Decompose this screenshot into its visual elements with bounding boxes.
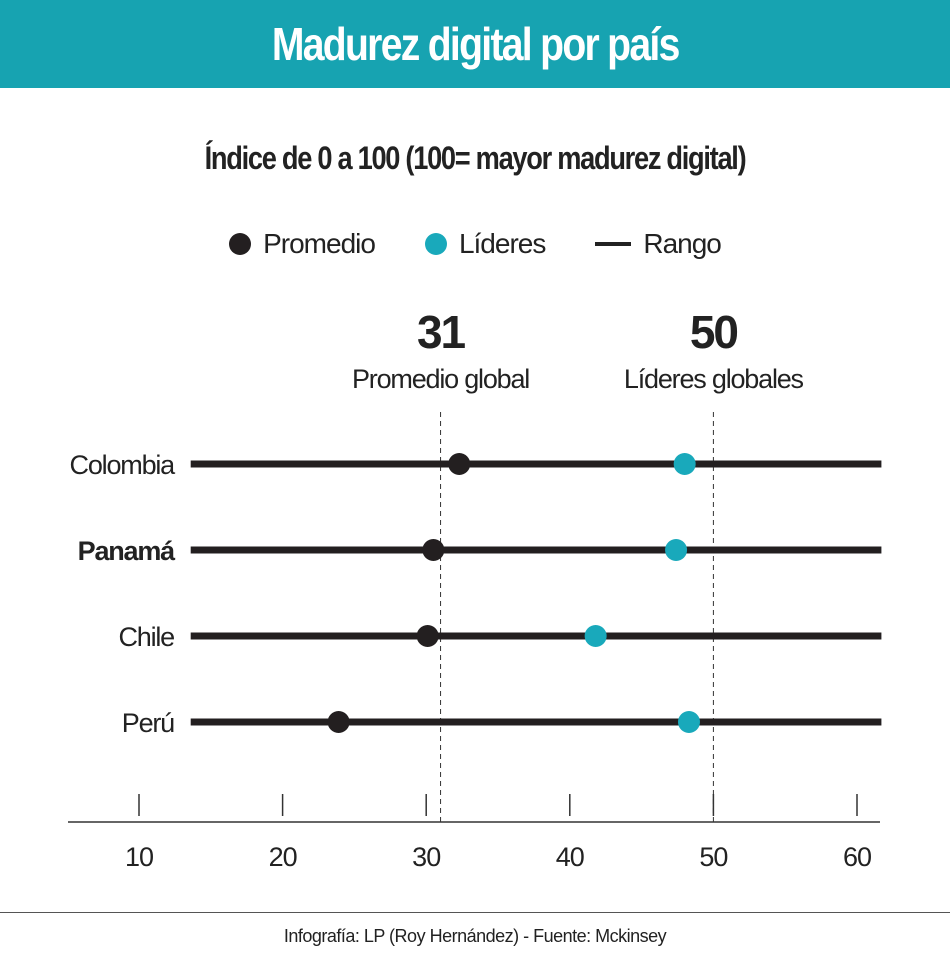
x-tick-label: 40 bbox=[556, 842, 584, 872]
legend-line-icon bbox=[595, 242, 632, 246]
lideres-dot bbox=[677, 711, 700, 733]
legend: Promedio Líderes Rango bbox=[0, 228, 950, 260]
legend-label: Promedio bbox=[263, 228, 376, 259]
promedio-dot bbox=[448, 453, 471, 475]
x-tick-label: 50 bbox=[699, 842, 727, 872]
lideres-dot bbox=[673, 453, 696, 475]
legend-label: Líderes bbox=[458, 228, 546, 259]
legend-item-rango: Rango bbox=[595, 228, 722, 260]
category-label: Chile bbox=[118, 622, 174, 652]
title-bar: Madurez digital por país bbox=[0, 0, 950, 88]
promedio-dot bbox=[422, 539, 445, 561]
reference-value-label: 31 bbox=[417, 306, 466, 358]
category-label: Colombia bbox=[70, 450, 177, 480]
legend-label: Rango bbox=[643, 228, 722, 259]
footer-divider bbox=[0, 912, 950, 913]
chart-subtitle: Índice de 0 a 100 (100= mayor madurez di… bbox=[204, 140, 747, 176]
legend-item-promedio: Promedio bbox=[229, 228, 376, 260]
x-tick-label: 60 bbox=[843, 842, 871, 872]
reference-label: Promedio global bbox=[352, 364, 529, 394]
reference-label: Líderes globales bbox=[624, 364, 804, 394]
category-label: Panamá bbox=[78, 536, 177, 566]
chart-title: Madurez digital por país bbox=[271, 18, 680, 70]
category-label: Perú bbox=[122, 708, 174, 738]
legend-item-lideres: Líderes bbox=[424, 228, 546, 260]
promedio-dot bbox=[327, 711, 350, 733]
x-tick-label: 30 bbox=[412, 842, 440, 872]
footer-credit: Infografía: LP (Roy Hernández) - Fuente:… bbox=[283, 926, 667, 946]
legend-dot-icon bbox=[424, 233, 447, 255]
reference-value-label: 50 bbox=[690, 306, 738, 358]
x-tick-label: 10 bbox=[125, 842, 153, 872]
x-tick-label: 20 bbox=[269, 842, 297, 872]
promedio-dot bbox=[416, 625, 439, 647]
lideres-dot bbox=[665, 539, 688, 561]
legend-dot-icon bbox=[229, 233, 252, 255]
lideres-dot bbox=[584, 625, 607, 647]
